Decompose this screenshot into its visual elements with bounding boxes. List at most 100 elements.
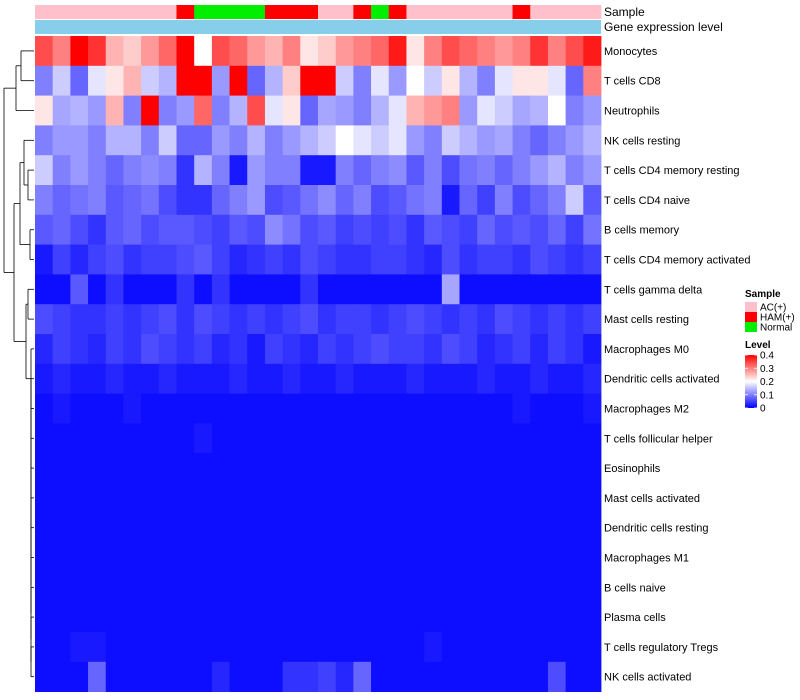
heatmap-cell [459, 602, 478, 633]
heatmap-cell [229, 214, 248, 245]
heatmap-cell [247, 393, 266, 424]
heatmap-cell [158, 185, 177, 216]
heatmap-cell [512, 483, 531, 514]
heatmap-cell [176, 36, 195, 67]
heatmap-cell [211, 274, 230, 305]
row-label: Eosinophils [604, 463, 661, 475]
heatmap-cell [512, 95, 531, 126]
heatmap-cell [229, 393, 248, 424]
heatmap-cell [459, 632, 478, 663]
heatmap-cell [52, 304, 71, 335]
heatmap-cell [547, 244, 567, 275]
heatmap-cell [530, 483, 549, 514]
heatmap-cell [123, 274, 142, 305]
heatmap-cell [583, 95, 602, 126]
heatmap-cell [459, 274, 478, 305]
heatmap-cell [264, 483, 284, 514]
row-label: Plasma cells [604, 612, 666, 624]
heatmap-cell [388, 453, 407, 484]
heatmap-cell [335, 95, 354, 126]
heatmap-cell [512, 36, 531, 67]
heatmap-cell [530, 334, 549, 365]
heatmap-cell [583, 393, 602, 424]
sample-annotation-cell [459, 5, 478, 19]
heatmap-cell [141, 632, 160, 663]
heatmap-cell [388, 214, 407, 245]
heatmap-cell [211, 185, 230, 216]
heatmap-cell [388, 244, 407, 275]
heatmap-cell [52, 185, 71, 216]
heatmap-cell [300, 453, 319, 484]
heatmap-cell [211, 453, 230, 484]
heatmap-cell [371, 274, 390, 305]
heatmap-cell [158, 214, 177, 245]
legend: Sample AC(+)HAM(+)Normal Level 0.4 0.3 0.2… [745, 289, 795, 415]
heatmap-cell [459, 483, 478, 514]
heatmap-cell [88, 334, 107, 365]
heatmap-cell [282, 65, 301, 96]
heatmap-cell [35, 95, 54, 126]
heatmap-cell [335, 185, 354, 216]
heatmap-cell [282, 572, 301, 603]
heatmap-cell [194, 512, 213, 543]
heatmap-cell [123, 602, 142, 633]
heatmap-cell [371, 661, 390, 692]
heatmap-cell [264, 304, 284, 335]
heatmap-cell [494, 214, 513, 245]
heatmap-cell [388, 363, 407, 394]
heatmap-cell [176, 125, 195, 156]
heatmap-cell [388, 274, 407, 305]
heatmap-cell [141, 214, 160, 245]
heatmap-cell [530, 602, 549, 633]
heatmap-cell [477, 632, 496, 663]
heatmap-cell [477, 36, 496, 67]
heatmap-cell [264, 632, 284, 663]
heatmap-cell [494, 602, 513, 633]
heatmap-cell [194, 244, 213, 275]
heatmap-cell [530, 304, 549, 335]
heatmap-cell [371, 632, 390, 663]
heatmap-cell [371, 125, 390, 156]
heatmap-cell [300, 125, 319, 156]
heatmap-cell [52, 125, 71, 156]
heatmap-cell [406, 244, 425, 275]
sample-annotation-cell [52, 5, 71, 19]
heatmap-cell [512, 542, 531, 573]
heatmap-cell [194, 185, 213, 216]
heatmap-cell [229, 155, 248, 186]
heatmap-cell [247, 214, 266, 245]
heatmap-cell [141, 155, 160, 186]
heatmap-cell [123, 95, 142, 126]
heatmap-cell [52, 95, 71, 126]
heatmap-cell [335, 214, 354, 245]
heatmap-cell [424, 214, 443, 245]
heatmap-cell [35, 155, 54, 186]
heatmap-cell [52, 602, 71, 633]
heatmap-cell [123, 453, 142, 484]
heatmap-cell [70, 244, 89, 275]
heatmap-cell [494, 572, 513, 603]
heatmap-cell [158, 274, 177, 305]
heatmap-cell [353, 393, 372, 424]
heatmap-cell [353, 572, 372, 603]
heatmap-cell [371, 95, 390, 126]
heatmap-cell [141, 572, 160, 603]
heatmap-cell [88, 185, 107, 216]
heatmap-cell [211, 334, 230, 365]
legend-sample-label: AC(+) [760, 303, 786, 314]
heatmap-cell [176, 423, 195, 454]
heatmap-cell [583, 423, 602, 454]
heatmap-cell [264, 572, 284, 603]
heatmap-cell [88, 304, 107, 335]
heatmap-cell [141, 453, 160, 484]
heatmap-cell [512, 363, 531, 394]
heatmap-cell [441, 572, 460, 603]
heatmap-cell [123, 65, 142, 96]
sample-annotation-cell [583, 5, 602, 19]
heatmap-cell [583, 214, 602, 245]
heatmap-cell [459, 185, 478, 216]
sample-annotation-cell [105, 5, 124, 19]
legend-sample-swatch [745, 302, 757, 312]
heatmap-cell [512, 423, 531, 454]
heatmap-cell [477, 423, 496, 454]
